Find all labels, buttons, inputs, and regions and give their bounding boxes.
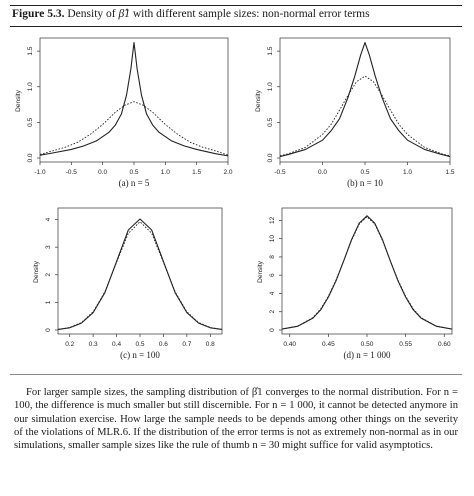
x-tick-label: -0.5 (274, 169, 286, 176)
x-tick-label: 1.0 (161, 169, 170, 176)
y-tick-label: 0.0 (267, 153, 274, 162)
x-tick-label: 1.5 (445, 169, 454, 176)
figure-title-symbol: β̂1 (118, 8, 130, 20)
x-tick-label: 0.7 (182, 341, 191, 348)
y-axis-label: Density (255, 89, 262, 111)
y-tick-label: 1.0 (267, 82, 274, 91)
panel-subtitle: (d) n = 1 000 (343, 350, 391, 360)
x-tick-label: 0.0 (98, 169, 107, 176)
figure-title-prefix: Density of (67, 8, 119, 20)
top-rule (10, 5, 462, 6)
y-tick-label: 1.5 (27, 46, 34, 55)
x-tick-label: 0.5 (360, 169, 369, 176)
density-curve-solid (39, 42, 229, 157)
figure-panels: -1.0 -0.5 0.0 0.5 1.0 1.5 2.00.00.51.01.5Densi… (15, 37, 455, 360)
y-tick-label: 1 (45, 300, 52, 304)
title-rule (10, 26, 462, 27)
figure-title: Figure 5.3. Density of β̂1 with differen… (12, 8, 370, 20)
y-tick-label: 0.5 (27, 117, 34, 126)
x-tick-label: 0.55 (399, 341, 412, 348)
density-curve-dotted (281, 216, 453, 330)
y-tick-label: 2 (45, 273, 52, 277)
y-tick-label: 10 (269, 235, 276, 243)
plot-frame (281, 207, 453, 335)
x-tick-label: -0.5 (66, 169, 78, 176)
y-tick-label: 1.0 (27, 82, 34, 91)
y-tick-label: 4 (45, 217, 52, 221)
y-axis-label: Density (257, 260, 264, 282)
x-tick-label: 0.50 (361, 341, 374, 348)
plot-frame (57, 207, 223, 335)
figure-caption: For larger sample sizes, the sampling di… (14, 387, 458, 452)
y-tick-label: 1.5 (267, 46, 274, 55)
x-tick-label: 0.0 (318, 169, 327, 176)
panel-subtitle: (b) n = 10 (347, 178, 383, 188)
y-tick-label: 6 (269, 273, 276, 277)
panel-4: 0.40 0.45 0.50 0.55 0.60 0 2 4 6 8 10 12 Density (d) … (257, 207, 453, 360)
x-tick-label: 2.0 (223, 169, 232, 176)
y-axis-label: Density (15, 89, 22, 111)
x-tick-label: 1.0 (403, 169, 412, 176)
caption-rule (10, 374, 462, 375)
x-tick-label: 0.3 (89, 341, 98, 348)
y-tick-label: 0.0 (27, 153, 34, 162)
y-tick-label: 8 (269, 255, 276, 259)
x-tick-label: 0.60 (438, 341, 451, 348)
density-curve-solid (57, 218, 223, 330)
panel-subtitle: (c) n = 100 (120, 350, 160, 360)
x-tick-label: 0.45 (322, 341, 335, 348)
plot-frame (279, 37, 451, 163)
x-tick-label: 0.4 (112, 341, 121, 348)
figure-title-suffix: with different sample sizes: non-normal … (129, 8, 370, 20)
density-curve-dotted (57, 221, 223, 330)
panel-3: 0.2 0.3 0.4 0.5 0.6 0.7 0.8 0 1 2 3 4 Density (c) n =… (33, 207, 223, 360)
panel-subtitle: (a) n = 5 (119, 178, 150, 188)
x-tick-label: -1.0 (34, 169, 46, 176)
x-tick-label: 0.5 (135, 341, 144, 348)
figure-label: Figure 5.3. (12, 8, 65, 20)
x-tick-label: 0.6 (159, 341, 168, 348)
x-tick-label: 0.2 (65, 341, 74, 348)
y-tick-label: 4 (269, 291, 276, 295)
y-tick-label: 2 (269, 310, 276, 314)
density-curve-solid (281, 215, 453, 330)
density-curve-dotted (39, 101, 229, 156)
panel-1: -1.0 -0.5 0.0 0.5 1.0 1.5 2.0 0.0 0.5 1.0 1.5 Densi… (15, 37, 233, 188)
y-axis-label: Density (33, 260, 40, 282)
density-curve-dotted (279, 75, 451, 157)
x-tick-label: 0.8 (206, 341, 215, 348)
y-tick-label: 0 (45, 328, 52, 332)
x-tick-label: 0.5 (129, 169, 138, 176)
density-curve-solid (279, 42, 451, 158)
x-tick-label: 0.40 (283, 341, 296, 348)
plot-frame (39, 37, 229, 163)
y-tick-label: 0 (269, 328, 276, 332)
y-tick-label: 0.5 (267, 117, 274, 126)
y-tick-label: 12 (269, 216, 276, 224)
y-tick-label: 3 (45, 245, 52, 249)
x-tick-label: 1.5 (192, 169, 201, 176)
